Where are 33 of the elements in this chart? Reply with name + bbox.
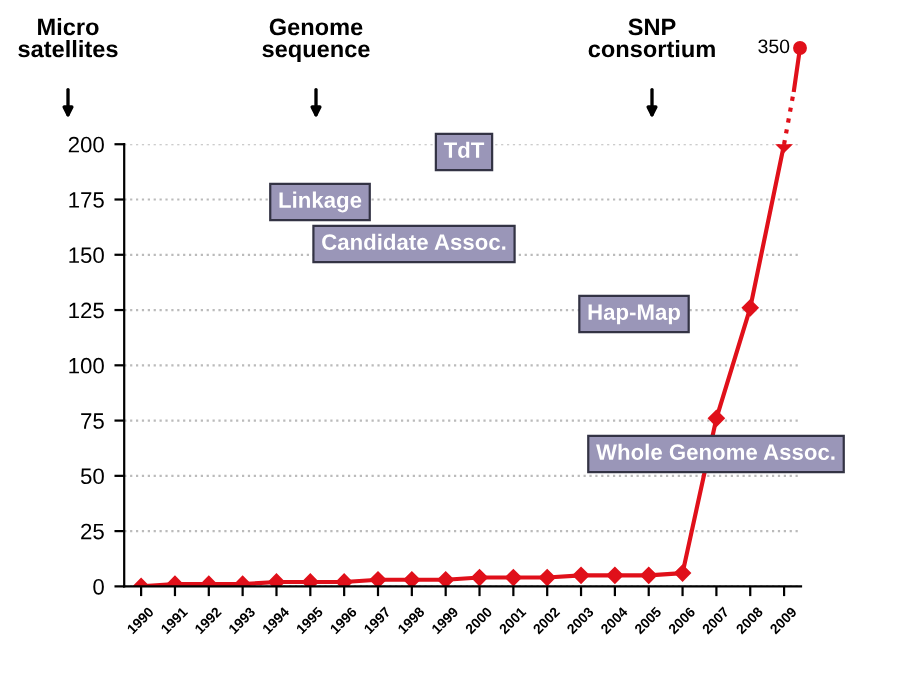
point [606,567,624,584]
point [505,569,522,586]
annotation: Hap-Map [588,304,681,325]
point [403,571,421,587]
text: Micro satellites [18,17,118,58]
point [572,567,590,584]
text: 350 [758,39,790,54]
point [538,569,556,586]
y-tick-label: 100 [69,357,104,374]
point [674,564,691,582]
y-tick-label: 150 [69,247,104,264]
y-tick-label: 25 [81,523,104,540]
point [708,410,725,427]
point [268,573,285,587]
point [302,573,319,587]
y-tick-label: 0 [93,578,104,595]
point [471,569,488,586]
point [335,573,353,587]
text: Genome sequence [262,18,370,63]
text: SNP consortium [588,18,715,58]
y-tick-label: 175 [69,192,104,208]
y-tick-label: 75 [81,413,104,429]
y-tick-label: 125 [69,302,104,319]
annotation: Linkage [279,191,362,213]
point [640,567,657,584]
point [741,299,759,317]
annotation: Whole Genome Assoc. [596,443,835,460]
y-tick-label: 200 [68,136,104,153]
y-tick-label: 50 [80,468,104,485]
annotation: Candidate Assoc. [322,233,506,250]
point [437,571,454,587]
point [369,571,387,587]
annotation: TdT [443,141,485,158]
